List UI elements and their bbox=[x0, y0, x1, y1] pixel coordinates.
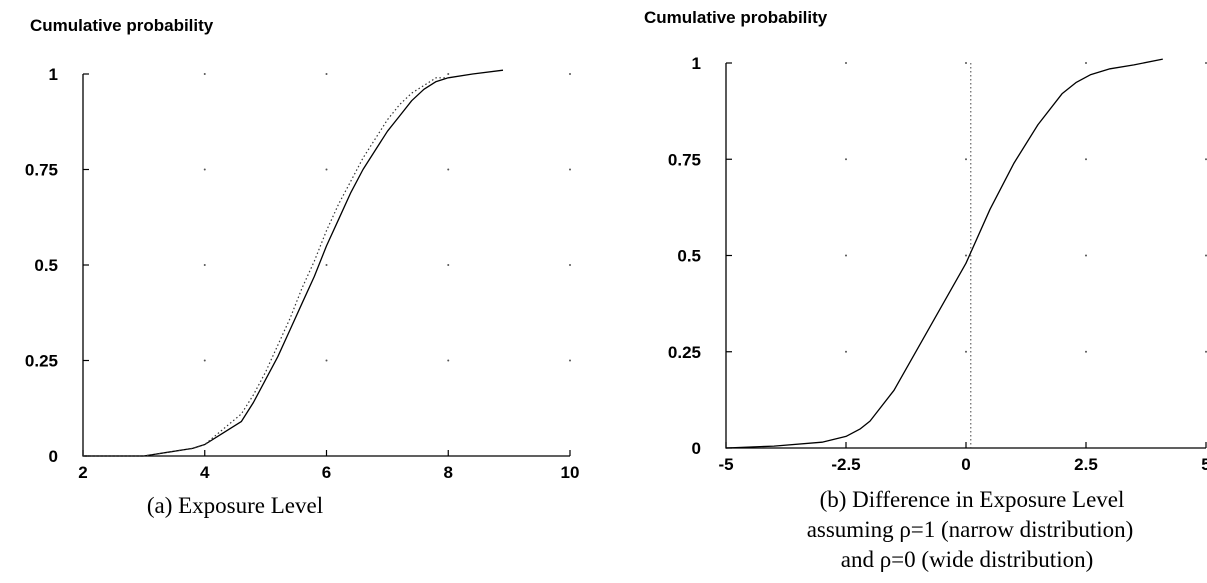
chart-b-grid-point bbox=[965, 350, 967, 353]
chart-b-ylabel: Cumulative probability bbox=[644, 8, 828, 27]
chart-a-grid bbox=[203, 73, 571, 362]
chart-a-xtick-label: 8 bbox=[444, 463, 453, 482]
chart-a-grid-point bbox=[447, 168, 450, 171]
chart-b-ytick-label: 0.5 bbox=[677, 247, 701, 266]
chart-b-grid-point bbox=[965, 254, 967, 257]
chart-b-xtick-label: 2.5 bbox=[1074, 455, 1098, 474]
chart-a-ytick-label: 0 bbox=[49, 447, 58, 466]
chart-a-grid-point bbox=[203, 359, 206, 362]
chart-a-grid-point bbox=[203, 73, 206, 75]
chart-b-grid-point bbox=[1085, 158, 1087, 161]
chart-a-series-dotted-line bbox=[83, 77, 449, 457]
chart-b-ytick-label: 1 bbox=[692, 54, 701, 73]
chart-a-grid-point bbox=[447, 264, 450, 266]
chart-b-caption-line-2: assuming ρ=1 (narrow distribution) bbox=[807, 517, 1134, 542]
chart-a-grid-point bbox=[569, 168, 571, 171]
chart-a-grid-point bbox=[325, 73, 328, 75]
chart-a-xtick-label: 10 bbox=[561, 463, 580, 482]
chart-a-ticks: 2 4 6 8 10 0 0.25 0.5 0.75 1 bbox=[25, 65, 580, 482]
chart-b-series bbox=[725, 58, 1163, 449]
chart-a-grid-point bbox=[569, 264, 571, 266]
chart-b-caption-line-1: (b) Difference in Exposure Level bbox=[820, 487, 1125, 512]
chart-a: Cumulative probability 2 4 6 8 10 0 0.25 0.5 0.7… bbox=[25, 16, 580, 518]
chart-a-series bbox=[83, 69, 504, 457]
chart-a-ytick-label: 1 bbox=[49, 65, 58, 84]
chart-b-grid bbox=[845, 62, 1207, 353]
chart-b-grid-point bbox=[965, 62, 967, 64]
chart-a-grid-point bbox=[325, 168, 328, 171]
chart-a-xtick-label: 4 bbox=[200, 463, 210, 482]
chart-b-grid-point bbox=[1085, 254, 1087, 257]
chart-b-ytick-label: 0 bbox=[692, 439, 701, 458]
chart-b-grid-point bbox=[845, 62, 847, 64]
chart-b-xtick-label: -2.5 bbox=[831, 455, 860, 474]
chart-a-xtick-label: 2 bbox=[78, 463, 87, 482]
chart-b-caption-line-3: and ρ=0 (wide distribution) bbox=[841, 547, 1094, 572]
chart-b-series-solid-line bbox=[725, 58, 1163, 449]
chart-a-caption: (a) Exposure Level bbox=[147, 493, 323, 518]
chart-a-grid-point bbox=[569, 73, 571, 75]
chart-b-grid-point bbox=[845, 254, 847, 257]
chart-a-xtick-label: 6 bbox=[322, 463, 331, 482]
chart-b-ytick-label: 0.75 bbox=[668, 150, 701, 169]
chart-b-grid-point bbox=[1085, 62, 1087, 64]
chart-a-grid-point bbox=[325, 359, 328, 362]
chart-a-grid-point bbox=[203, 168, 206, 171]
chart-a-grid-point bbox=[203, 264, 206, 266]
chart-a-grid-point bbox=[447, 359, 450, 362]
chart-b-grid-point bbox=[1085, 350, 1087, 353]
chart-a-grid-point bbox=[447, 73, 450, 75]
chart-a-ytick-label: 0.25 bbox=[25, 352, 58, 371]
chart-a-grid-point bbox=[325, 264, 328, 266]
chart-a-ytick-label: 0.5 bbox=[34, 256, 58, 275]
chart-b-ytick-label: 0.25 bbox=[668, 343, 701, 362]
chart-b-grid-point bbox=[845, 350, 847, 353]
chart-a-ylabel: Cumulative probability bbox=[30, 16, 214, 35]
chart-b-xtick-label: 0 bbox=[961, 455, 970, 474]
chart-a-series-solid-line bbox=[83, 69, 504, 457]
chart-b-grid-point bbox=[965, 158, 967, 161]
chart-b-xtick-label: -5 bbox=[718, 455, 733, 474]
chart-b-xtick-label: 5 bbox=[1201, 455, 1207, 474]
chart-b-grid-point bbox=[845, 158, 847, 161]
chart-a-grid-point bbox=[569, 359, 571, 362]
chart-b: Cumulative probability -5 -2.5 0 2.5 5 0 0.25 0… bbox=[644, 8, 1207, 572]
chart-b-ticks: -5 -2.5 0 2.5 5 0 0.25 0.5 0.75 1 bbox=[668, 54, 1207, 474]
chart-a-ytick-label: 0.75 bbox=[25, 161, 58, 180]
